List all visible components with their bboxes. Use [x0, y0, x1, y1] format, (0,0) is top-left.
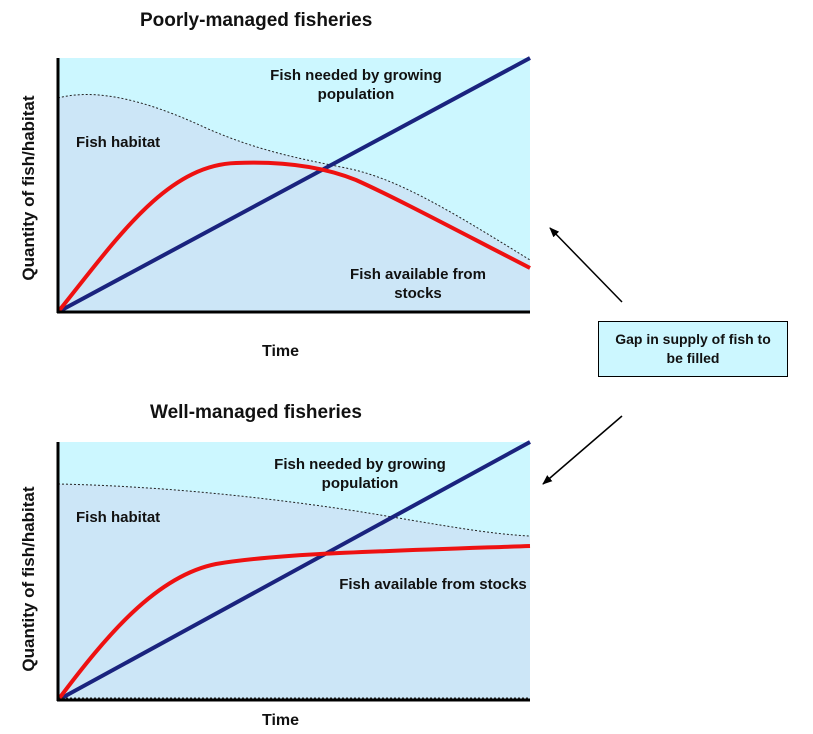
top-habitat-area — [58, 94, 530, 312]
top-demand-line — [57, 56, 531, 314]
gap-callout-text: Gap in supply of fish to be filled — [615, 331, 771, 366]
arrow-to-bottom-chart — [542, 415, 623, 485]
top-x-axis-label: Time — [262, 343, 300, 360]
top-chart-title: Poorly-managed fisheries — [140, 10, 373, 31]
top-chart-plot — [56, 56, 531, 314]
top-habitat-label: Fish habitat — [76, 134, 161, 151]
bottom-x-axis-label: Time — [262, 712, 300, 729]
bottom-chart-plot — [56, 440, 531, 702]
top-stocks-curve — [56, 160, 531, 314]
bottom-stocks-curve — [56, 544, 531, 702]
bottom-demand-label: Fish needed by growing population — [274, 456, 446, 492]
bottom-habitat-area — [58, 484, 530, 700]
bottom-stocks-label: Fish available from stocks — [339, 576, 527, 593]
bottom-habitat-label: Fish habitat — [76, 509, 161, 526]
gap-callout-box: Gap in supply of fish to be filled — [598, 321, 788, 377]
arrow-to-top-chart — [549, 227, 623, 303]
bottom-habitat-curve — [57, 483, 531, 537]
bottom-demand-line — [57, 440, 531, 702]
bottom-chart-title: Well-managed fisheries — [150, 402, 362, 423]
top-stocks-label: Fish available from stocks — [350, 266, 486, 302]
top-demand-label: Fish needed by growing population — [270, 67, 442, 103]
